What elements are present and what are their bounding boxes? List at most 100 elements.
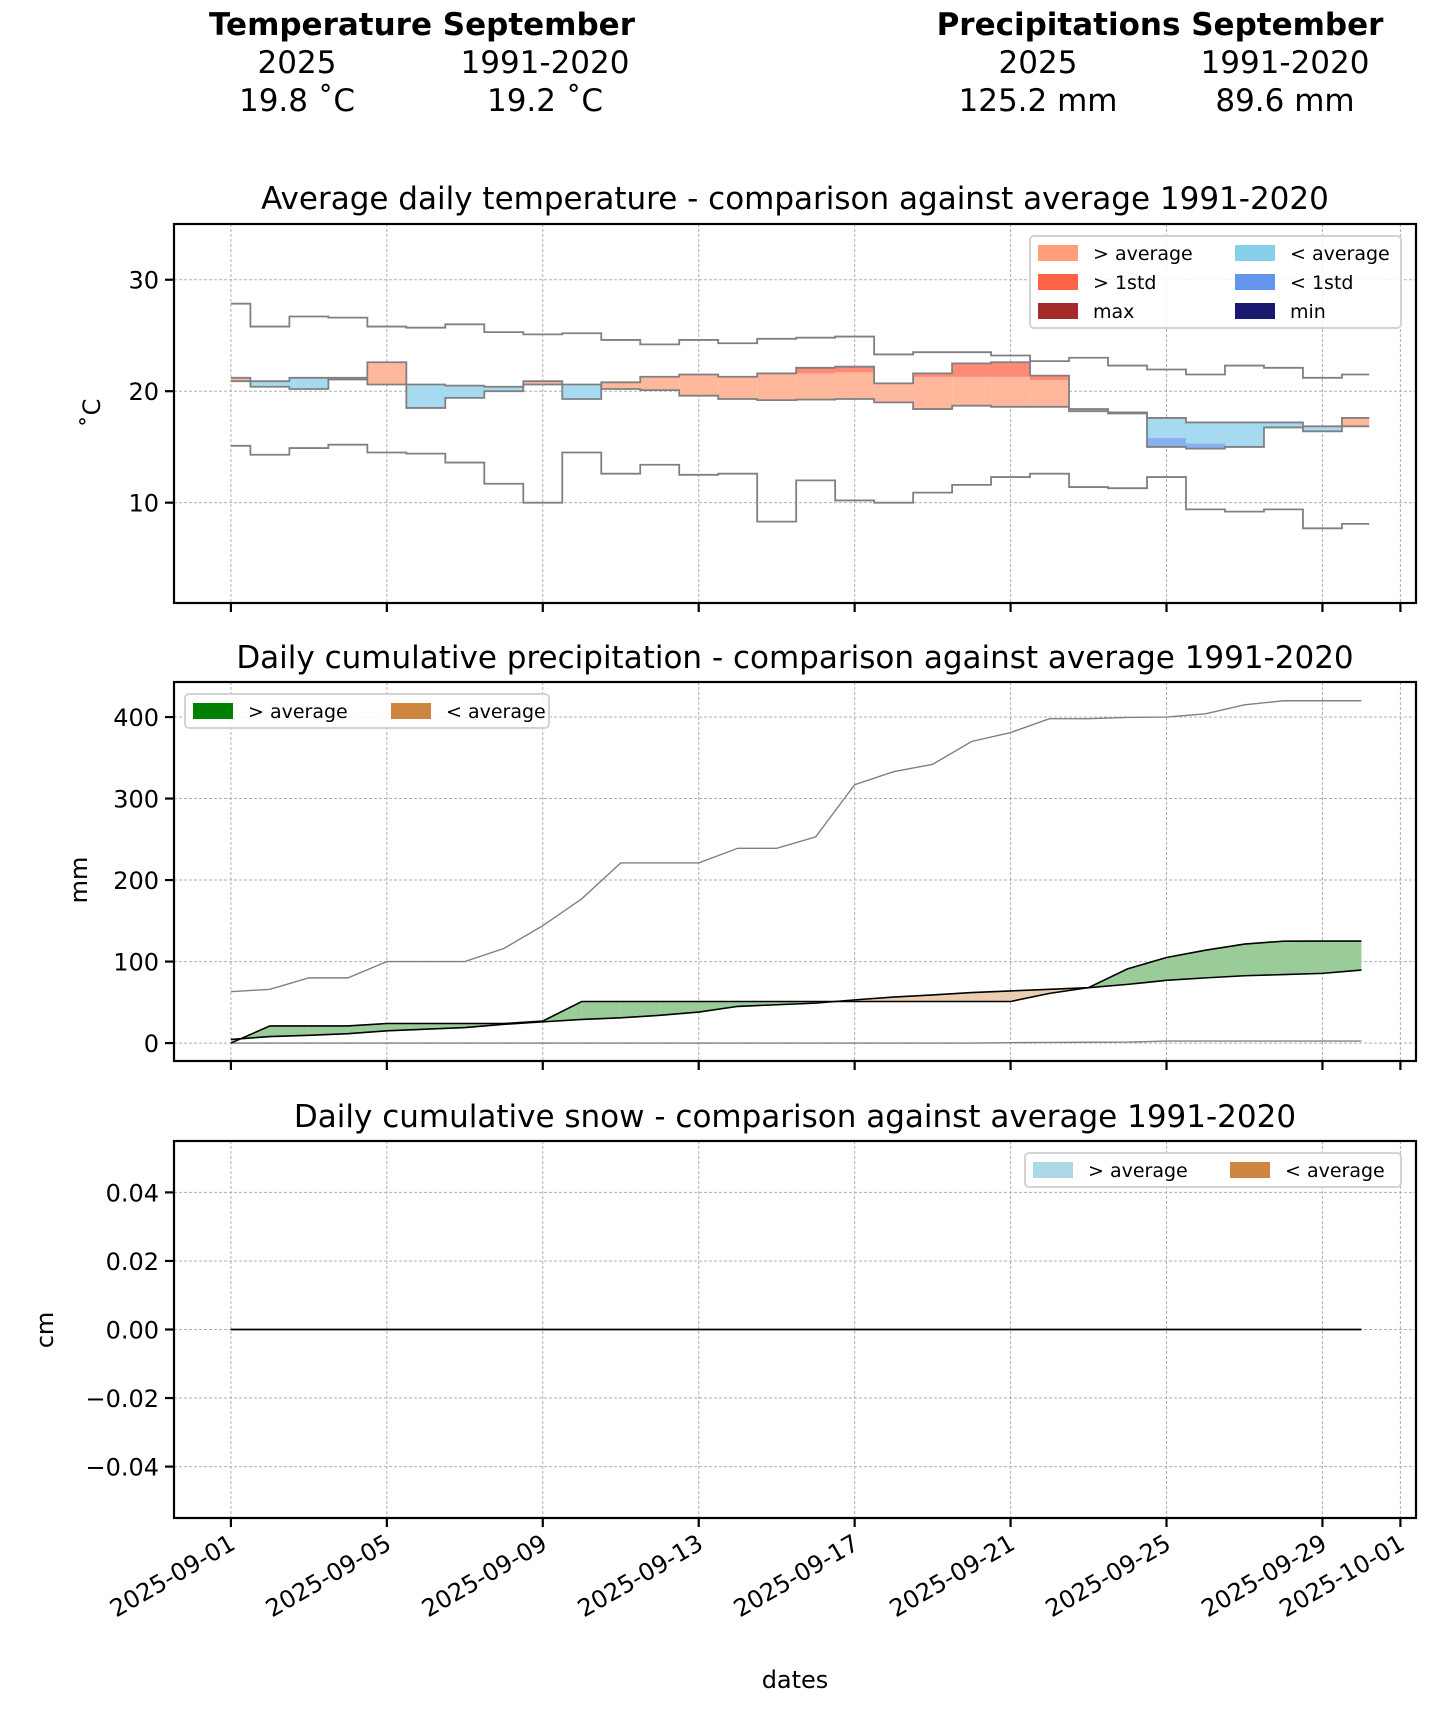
- legend-swatch: [1230, 1162, 1270, 1178]
- legend-item: < average: [1230, 1160, 1385, 1182]
- y-tick-label: 0.04: [106, 1179, 159, 1207]
- above-average-area: [308, 1025, 348, 1036]
- legend-swatch: [193, 703, 233, 719]
- legend-label: max: [1093, 301, 1134, 323]
- precipitation-value-2025: 125.2 mm: [959, 83, 1118, 119]
- snow-panel: Daily cumulative snow - comparison again…: [31, 1099, 1418, 1623]
- legend-item: < 1std: [1235, 272, 1353, 294]
- below-average-area: [1010, 989, 1050, 1002]
- legend-swatch: [1235, 245, 1275, 261]
- above-average-area: [1127, 957, 1167, 985]
- above-1std-bar: [952, 363, 992, 377]
- above-1std-bar: [1030, 375, 1070, 381]
- legend-label: > average: [1088, 1160, 1188, 1182]
- legend-item: max: [1038, 301, 1134, 323]
- below-average-bar: [562, 384, 602, 400]
- above-average-bar: [367, 362, 407, 385]
- legend-item: < average: [391, 701, 546, 723]
- below-1std-bar: [1186, 443, 1225, 449]
- legend-item: < average: [1235, 243, 1390, 265]
- above-average-bar: [718, 376, 758, 400]
- y-tick-label: −0.04: [85, 1454, 159, 1482]
- below-1std-bar: [1147, 438, 1186, 447]
- above-1std-bar: [796, 367, 836, 374]
- legend-swatch: [1038, 245, 1078, 261]
- precipitation-chart-title: Daily cumulative precipitation - compari…: [236, 640, 1353, 676]
- above-average-bar: [1069, 409, 1109, 412]
- precipitation-legend: > average < average: [184, 693, 550, 729]
- above-average-area: [581, 1001, 621, 1020]
- legend-label: min: [1290, 301, 1326, 323]
- y-tick-label: −0.02: [85, 1385, 159, 1413]
- y-tick-label: 100: [113, 949, 159, 977]
- temperature-legend: > average < average > 1std < 1std max min: [1029, 235, 1402, 329]
- above-average-bar: [601, 382, 641, 389]
- y-tick-label: 20: [128, 378, 159, 406]
- legend-swatch: [391, 703, 431, 719]
- legend-label: > average: [248, 701, 348, 723]
- temperature-col-normal: 1991-2020: [461, 45, 630, 81]
- above-average-area: [620, 1001, 660, 1018]
- legend-label: > average: [1093, 243, 1193, 265]
- temperature-col-2025: 2025: [258, 45, 337, 81]
- temperature-line-min-1991-2020: [230, 443, 1370, 530]
- legend-swatch: [1038, 274, 1078, 290]
- legend-item: > average: [193, 701, 348, 723]
- above-average-area: [1322, 941, 1362, 974]
- above-average-bar: [913, 373, 953, 410]
- y-tick-label: 200: [113, 867, 159, 895]
- x-tick-label: 2025-09-09: [417, 1529, 552, 1623]
- x-tick-label: 2025-09-25: [1041, 1529, 1176, 1623]
- precipitation-line-average: [230, 969, 1362, 1041]
- legend-swatch: [1235, 303, 1275, 319]
- above-average-area: [1283, 941, 1323, 975]
- above-average-bar: [230, 377, 251, 382]
- temperature-panel: Average daily temperature - comparison a…: [78, 181, 1418, 612]
- below-average-bar: [406, 384, 446, 408]
- legend-item: > average: [1038, 243, 1193, 265]
- temperature-line-2025: [230, 361, 1370, 450]
- above-average-bar: [1030, 375, 1070, 407]
- precipitation-fills: [230, 941, 1362, 1044]
- below-average-bar: [445, 385, 485, 398]
- snow-x-ticks: 2025-09-01 2025-09-05 2025-09-09 2025-09-13…: [105, 1518, 1409, 1623]
- above-average-bar: [757, 373, 797, 401]
- y-tick-label: 0.00: [106, 1317, 159, 1345]
- temperature-x-ticks: [229, 603, 1402, 612]
- precipitation-summary: Precipitations September 2025 1991-2020 …: [937, 7, 1385, 119]
- temperature-chart-title: Average daily temperature - comparison a…: [261, 181, 1329, 217]
- precipitation-panel: Daily cumulative precipitation - compari…: [65, 640, 1418, 1070]
- snow-y-ticks: −0.04 −0.02 0.00 0.02 0.04: [85, 1179, 174, 1482]
- above-average-bar: [523, 381, 563, 385]
- temperature-axes-frame: [172, 222, 1418, 605]
- below-average-bar: [289, 377, 329, 389]
- above-1std-bar: [835, 366, 875, 373]
- snow-legend: > average < average: [1024, 1152, 1402, 1188]
- precipitation-value-normal: 89.6 mm: [1215, 83, 1354, 119]
- below-average-bar: [1302, 426, 1342, 432]
- y-tick-label: 0.02: [106, 1248, 159, 1276]
- temperature-value-normal: 19.2 ˚C: [487, 83, 603, 119]
- precipitation-axes-frame: [172, 680, 1418, 1063]
- legend-label: > 1std: [1093, 272, 1156, 294]
- snow-chart-title: Daily cumulative snow - comparison again…: [294, 1099, 1296, 1135]
- below-average-bar: [1224, 422, 1264, 447]
- x-axis-label: dates: [762, 1666, 829, 1694]
- precipitation-x-ticks: [229, 1061, 1402, 1070]
- precipitation-line-min: [230, 1040, 1362, 1044]
- precipitation-lines: [230, 700, 1362, 1044]
- temperature-summary-title: Temperature September: [209, 7, 636, 43]
- above-average-area: [698, 1001, 738, 1013]
- legend-label: < average: [446, 701, 546, 723]
- legend-item: > average: [1033, 1160, 1188, 1182]
- above-average-bar: [874, 383, 914, 403]
- above-average-bar: [679, 374, 719, 396]
- legend-box: [1029, 235, 1402, 329]
- below-average-bar: [1263, 422, 1303, 428]
- legend-box: [184, 693, 550, 729]
- legend-swatch: [1235, 274, 1275, 290]
- below-average-area: [971, 990, 1011, 1002]
- x-tick-label: 2025-09-17: [729, 1529, 864, 1623]
- temperature-y-axis-label: ˚C: [78, 399, 106, 428]
